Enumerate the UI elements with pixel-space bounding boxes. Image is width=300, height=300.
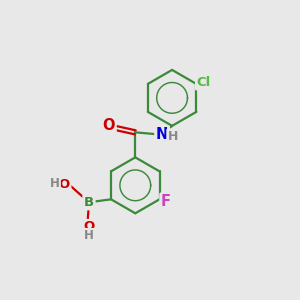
Text: O: O	[83, 220, 94, 233]
Text: H: H	[168, 130, 178, 143]
Text: B: B	[84, 196, 94, 209]
Text: H: H	[84, 229, 94, 242]
Text: O: O	[58, 178, 70, 191]
Text: N: N	[156, 127, 168, 142]
Text: Cl: Cl	[196, 76, 211, 89]
Text: H: H	[50, 177, 59, 190]
Text: O: O	[103, 118, 115, 133]
Text: F: F	[161, 194, 171, 209]
